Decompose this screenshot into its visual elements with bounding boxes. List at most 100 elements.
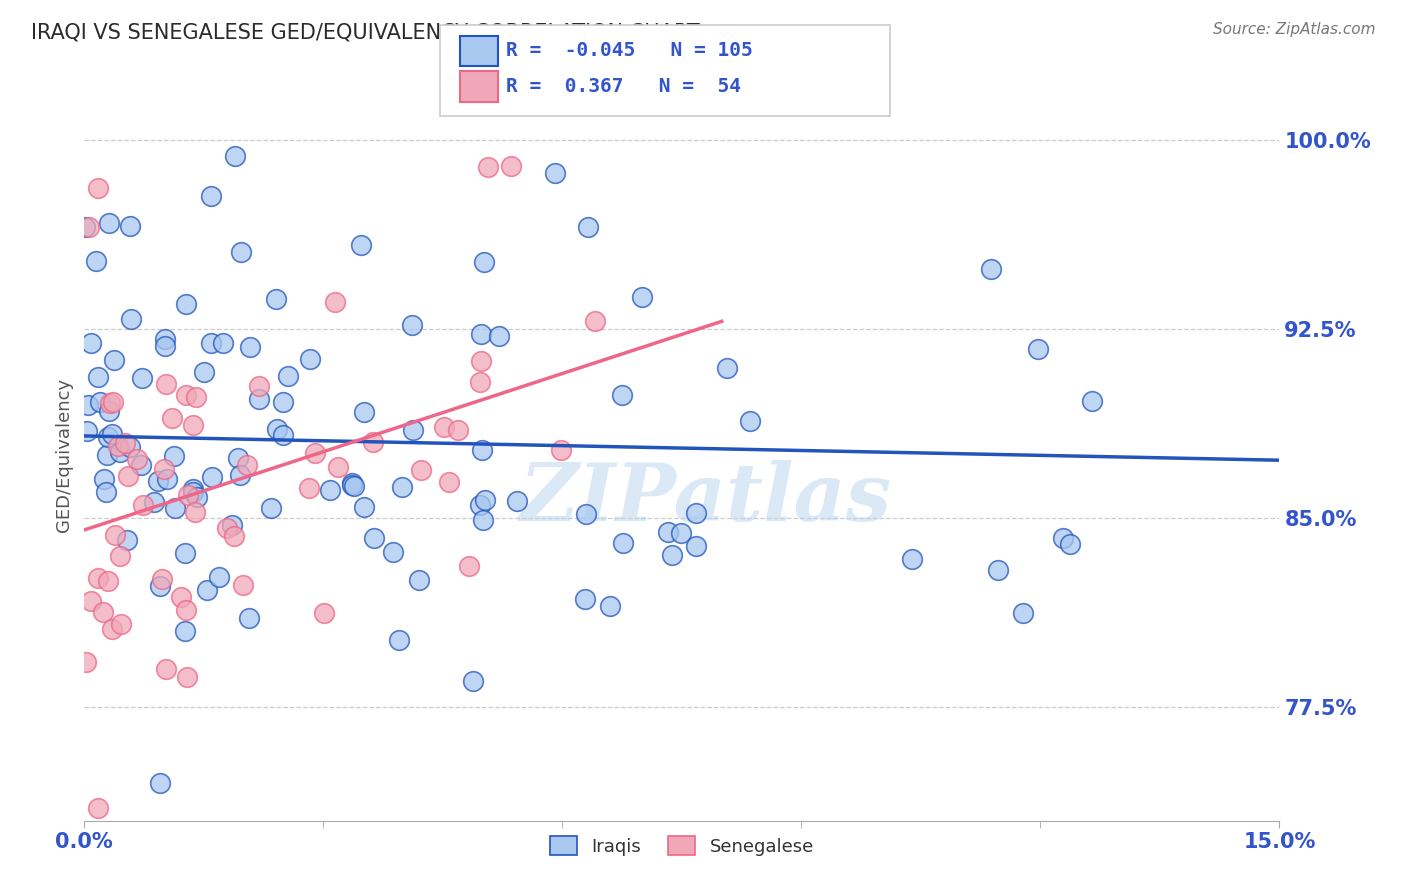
Point [506, 494, 529, 508]
Point [411, 463, 433, 477]
Point [247, 379, 270, 393]
Point [156, 472, 179, 486]
Point [87, 370, 110, 384]
Point [472, 513, 495, 527]
Point [391, 480, 413, 494]
Point [87, 571, 110, 585]
Point [142, 495, 165, 509]
Point [201, 470, 224, 484]
Point [76, 424, 98, 438]
Point [155, 338, 177, 352]
Point [1026, 342, 1049, 356]
Point [153, 332, 176, 346]
Point [118, 440, 141, 454]
Point [1052, 531, 1074, 545]
Point [80, 335, 103, 350]
Point [149, 776, 172, 790]
Point [382, 545, 405, 559]
Point [401, 318, 423, 332]
Point [669, 526, 692, 541]
Point [544, 166, 567, 180]
Point [238, 340, 260, 354]
Point [266, 292, 288, 306]
Point [79, 220, 101, 235]
Point [184, 506, 207, 520]
Point [576, 220, 599, 235]
Point [208, 570, 231, 584]
Point [173, 546, 195, 560]
Point [152, 461, 174, 475]
Point [108, 445, 131, 459]
Point [685, 540, 707, 554]
Point [76, 399, 98, 413]
Point [224, 149, 246, 163]
Point [326, 459, 349, 474]
Point [901, 552, 924, 566]
Point [298, 352, 321, 367]
Point [499, 160, 522, 174]
Point [215, 521, 238, 535]
Point [266, 422, 288, 436]
Point [716, 360, 738, 375]
Point [987, 564, 1010, 578]
Point [468, 375, 491, 389]
Point [437, 475, 460, 490]
Point [471, 442, 494, 457]
Point [1081, 394, 1104, 409]
Point [75, 655, 97, 669]
Point [149, 579, 172, 593]
Point [247, 392, 270, 407]
Point [271, 428, 294, 442]
Point [470, 353, 492, 368]
Point [298, 481, 321, 495]
Point [174, 297, 197, 311]
Point [97, 430, 120, 444]
Point [340, 477, 363, 491]
Point [75, 220, 97, 235]
Point [685, 507, 707, 521]
Point [461, 674, 484, 689]
Point [181, 418, 204, 433]
Text: ZIPatlas: ZIPatlas [520, 460, 891, 538]
Point [583, 314, 606, 328]
Point [661, 549, 683, 563]
Point [470, 327, 492, 342]
Point [226, 451, 249, 466]
Text: R =  0.367   N =  54: R = 0.367 N = 54 [506, 77, 741, 96]
Point [304, 446, 326, 460]
Point [200, 336, 222, 351]
Point [98, 216, 121, 230]
Point [657, 524, 679, 539]
Point [91, 605, 114, 619]
Point [108, 549, 131, 563]
Text: Source: ZipAtlas.com: Source: ZipAtlas.com [1212, 22, 1375, 37]
Point [472, 255, 495, 269]
Point [229, 245, 252, 260]
Point [96, 484, 118, 499]
Point [155, 662, 177, 676]
Point [97, 574, 120, 588]
Point [114, 436, 136, 450]
Point [271, 395, 294, 409]
Legend: Iraqis, Senegalese: Iraqis, Senegalese [543, 829, 821, 863]
Point [97, 404, 120, 418]
Point [163, 501, 186, 516]
Point [574, 592, 596, 607]
Point [125, 451, 148, 466]
Point [103, 352, 125, 367]
Point [277, 368, 299, 383]
Point [612, 535, 634, 549]
Point [260, 501, 283, 516]
Point [458, 558, 481, 573]
Point [173, 624, 195, 639]
Point [408, 574, 430, 588]
Point [93, 472, 115, 486]
Point [474, 492, 496, 507]
Point [131, 371, 153, 385]
Point [221, 518, 243, 533]
Point [1012, 606, 1035, 620]
Point [353, 500, 375, 514]
Point [87, 801, 110, 815]
Point [229, 468, 252, 483]
Y-axis label: GED/Equivalency: GED/Equivalency [55, 378, 73, 532]
